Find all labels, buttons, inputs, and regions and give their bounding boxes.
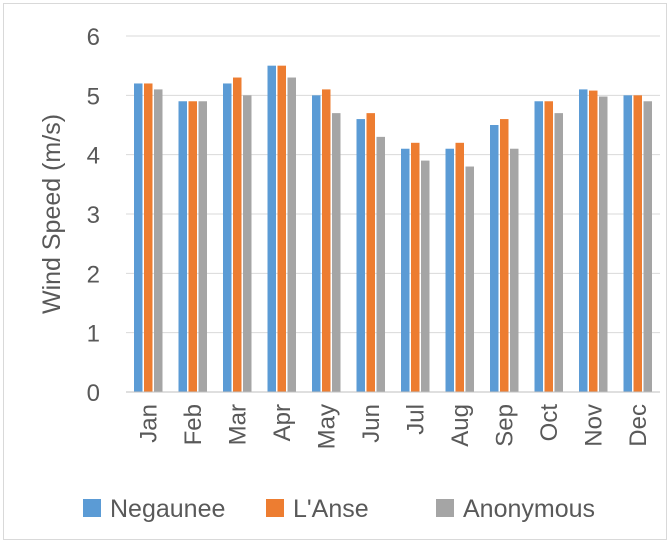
bar-negaunee-jul xyxy=(401,148,410,392)
x-tick-label: Dec xyxy=(625,404,652,447)
bar-anonymous-nov xyxy=(599,96,608,393)
bar-anonymous-jul xyxy=(421,160,430,392)
bar-negaunee-feb xyxy=(178,101,187,393)
bar-anonymous-apr xyxy=(287,77,296,393)
x-tick-label: Feb xyxy=(180,404,207,445)
x-tick-label: Jan xyxy=(135,404,162,443)
x-tick-label: Oct xyxy=(536,404,563,442)
bar-l-anse-jul xyxy=(411,142,420,392)
bar-negaunee-aug xyxy=(445,148,454,392)
x-tick-label: Jul xyxy=(402,404,429,435)
legend-label: L'Anse xyxy=(293,495,369,523)
bar-negaunee-may xyxy=(312,95,321,392)
y-tick-label: 2 xyxy=(87,261,100,288)
legend-swatch xyxy=(83,499,101,517)
y-tick-label: 4 xyxy=(87,143,100,170)
bar-negaunee-jun xyxy=(356,119,365,393)
bar-negaunee-nov xyxy=(579,89,588,393)
x-tick-label: Mar xyxy=(224,404,251,445)
x-tick-label: Sep xyxy=(491,404,518,447)
bar-anonymous-feb xyxy=(198,101,207,393)
bar-negaunee-jan xyxy=(134,83,143,392)
bar-l-anse-sep xyxy=(500,119,509,393)
y-tick-label: 3 xyxy=(87,202,100,229)
bar-l-anse-dec xyxy=(633,95,642,392)
y-axis-ticks: 0 1 2 3 4 5 6 xyxy=(87,24,100,407)
bar-l-anse-oct xyxy=(544,101,553,393)
x-tick-label: Aug xyxy=(447,404,474,447)
x-tick-label: Jun xyxy=(358,404,385,443)
bar-l-anse-may xyxy=(322,89,331,393)
legend-label: Negaunee xyxy=(110,495,225,523)
bar-l-anse-jun xyxy=(366,113,375,392)
legend-swatch xyxy=(266,499,284,517)
bar-anonymous-oct xyxy=(554,113,563,392)
bar-l-anse-jan xyxy=(144,83,153,392)
y-tick-label: 5 xyxy=(87,83,100,110)
legend: Negaunee L'Anse Anonymous xyxy=(83,495,595,523)
y-tick-label: 1 xyxy=(87,321,100,348)
legend-label: Anonymous xyxy=(463,495,595,523)
bar-l-anse-aug xyxy=(455,142,464,392)
bar-l-anse-nov xyxy=(589,90,598,392)
bars xyxy=(134,65,652,393)
x-axis-ticks: Jan Feb Mar Apr May Jun Jul Aug Sep Oct Nov Dec xyxy=(135,404,652,450)
bar-negaunee-oct xyxy=(534,101,543,393)
bar-anonymous-dec xyxy=(643,101,652,393)
legend-swatch xyxy=(436,499,454,517)
y-tick-label: 6 xyxy=(87,24,100,51)
bar-l-anse-apr xyxy=(277,65,286,393)
bar-anonymous-may xyxy=(332,113,341,392)
bar-anonymous-jun xyxy=(376,136,385,392)
bar-negaunee-apr xyxy=(267,65,276,393)
x-tick-label: May xyxy=(313,404,340,449)
bar-l-anse-mar xyxy=(233,77,242,393)
y-axis-label: Wind Speed (m/s) xyxy=(38,114,66,314)
bar-anonymous-jan xyxy=(154,89,163,393)
bar-l-anse-feb xyxy=(188,101,197,393)
bar-negaunee-sep xyxy=(490,125,499,392)
x-tick-label: Nov xyxy=(580,404,607,447)
x-tick-label: Apr xyxy=(269,404,296,441)
bar-anonymous-sep xyxy=(510,148,519,392)
y-tick-label: 0 xyxy=(87,380,100,407)
bar-negaunee-dec xyxy=(623,95,632,392)
gridlines xyxy=(126,35,660,334)
bar-negaunee-mar xyxy=(223,83,232,392)
bar-anonymous-aug xyxy=(465,166,474,392)
bar-anonymous-mar xyxy=(243,95,252,392)
